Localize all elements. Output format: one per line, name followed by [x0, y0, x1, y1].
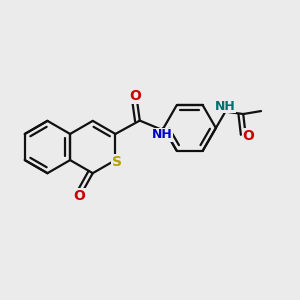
- Text: S: S: [112, 155, 122, 169]
- Text: O: O: [243, 129, 254, 143]
- Text: O: O: [73, 189, 85, 203]
- Text: NH: NH: [152, 128, 173, 141]
- Text: NH: NH: [214, 100, 235, 113]
- Text: O: O: [130, 89, 142, 103]
